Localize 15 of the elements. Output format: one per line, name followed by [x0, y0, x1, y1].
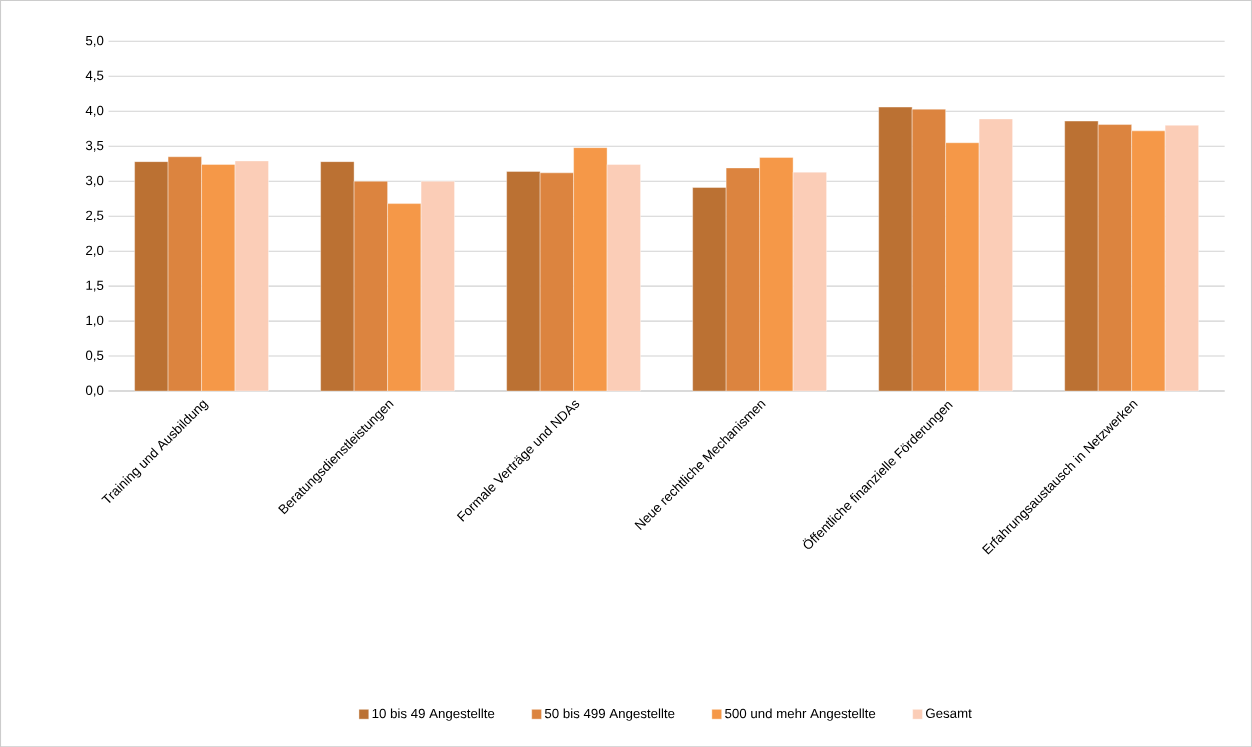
legend-label: 500 und mehr Angestellte — [725, 708, 876, 721]
legend-label: 50 bis 499 Angestellte — [544, 708, 675, 721]
y-tick-label: 0,0 — [85, 385, 104, 397]
y-tick-label: 2,0 — [86, 245, 104, 257]
y-tick-label: 1,0 — [86, 315, 104, 327]
y-tick-label: 3,0 — [85, 175, 104, 187]
legend-label: Gesamt — [926, 708, 972, 718]
y-tick-label: 4,5 — [85, 70, 104, 82]
y-tick-label: 0,5 — [85, 350, 104, 362]
y-tick-label: 1,5 — [86, 280, 104, 292]
y-tick-label: 4,0 — [85, 105, 104, 117]
y-tick-label: 5,0 — [85, 35, 104, 47]
y-tick-label: 2,5 — [86, 210, 104, 222]
legend-label: 10 bis 49 Angestellte — [372, 708, 495, 721]
y-tick-label: 3,5 — [85, 140, 104, 152]
